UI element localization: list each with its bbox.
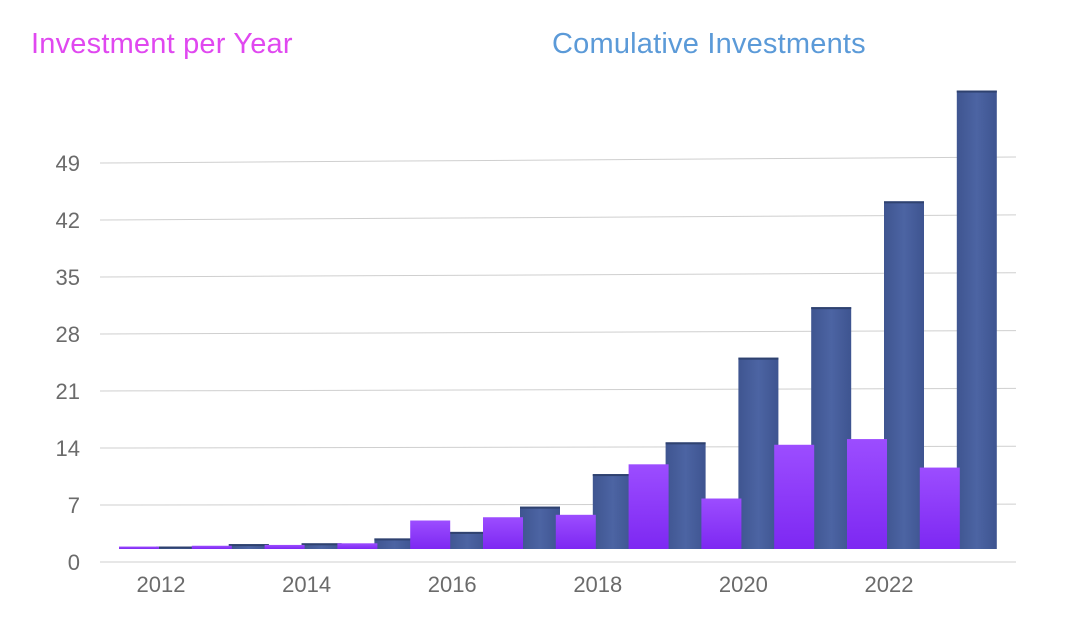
- x-tick-label-2016: 2016: [428, 572, 477, 597]
- gridline-21: [99, 387, 1017, 392]
- bar-cumulative-top-2012: [156, 546, 196, 549]
- y-axis-ticks: 0 7 14 21 28 35 42 49: [56, 151, 80, 575]
- bar-cumulative-top-2014: [301, 543, 342, 546]
- bar-cumulative-2017: [520, 506, 560, 549]
- bar-cumulative-top-2013: [228, 544, 269, 547]
- bar-cumulative-2021: [811, 307, 852, 549]
- bar-yearly-2014: [264, 544, 305, 549]
- y-tick-label-35: 35: [56, 265, 80, 290]
- gridline-28: [99, 330, 1017, 335]
- gridline-49: [99, 156, 1017, 164]
- y-tick-label-7: 7: [68, 493, 80, 518]
- bar-cumulative-2022: [884, 201, 924, 550]
- x-tick-label-2018: 2018: [573, 572, 622, 597]
- bar-yearly-2015: [337, 543, 378, 549]
- x-axis-ticks: 2012 2014 2016 2018 2020 2022: [137, 572, 914, 597]
- bar-cumulative-top-2023: [956, 90, 997, 93]
- legend-investment-per-year: Investment per Year: [31, 28, 293, 60]
- x-tick-label-2014: 2014: [282, 572, 331, 597]
- bar-cumulative-top-2019: [665, 442, 706, 445]
- gridline-42: [99, 214, 1017, 221]
- bar-cumulative-2013: [228, 544, 269, 549]
- bar-cumulative-top-2016: [447, 531, 488, 534]
- bar-cumulative-top-2021: [811, 307, 852, 310]
- y-tick-label-28: 28: [56, 322, 80, 347]
- bar-cumulative-2015: [374, 538, 415, 549]
- x-tick-label-2020: 2020: [719, 572, 768, 597]
- bar-yearly-2013: [191, 545, 232, 549]
- bar-cumulative-2014: [301, 543, 342, 549]
- bar-yearly-2022: [847, 439, 887, 549]
- bar-cumulative-top-2020: [738, 357, 779, 360]
- y-tick-label-21: 21: [56, 379, 80, 404]
- y-tick-label-42: 42: [56, 208, 80, 233]
- bar-yearly-2017: [483, 517, 523, 549]
- bar-yearly-2021: [774, 444, 815, 549]
- bar-cumulative-2023: [956, 90, 997, 550]
- gridlines: [99, 156, 1017, 563]
- bar-yearly-2023: [919, 467, 960, 549]
- bar-cumulative-2018: [592, 474, 633, 549]
- x-tick-label-2012: 2012: [137, 572, 186, 597]
- bar-cumulative-top-2015: [374, 538, 415, 541]
- bar-yearly-2020: [701, 498, 742, 549]
- bar-cumulative-2016: [447, 531, 488, 549]
- x-tick-label-2022: 2022: [865, 572, 914, 597]
- bar-yearly-2019: [628, 464, 669, 549]
- y-tick-label-49: 49: [56, 151, 80, 176]
- bars: [119, 90, 997, 550]
- y-tick-label-0: 0: [68, 550, 80, 575]
- bar-cumulative-2019: [665, 442, 706, 549]
- legend-cumulative-investments: Comulative Investments: [552, 28, 866, 60]
- bar-cumulative-top-2022: [884, 201, 924, 204]
- bar-yearly-2012: [119, 546, 159, 549]
- bar-yearly-2018: [555, 514, 596, 549]
- bar-yearly-2016: [410, 520, 451, 549]
- bar-cumulative-top-2017: [520, 506, 560, 509]
- bar-cumulative-2020: [738, 357, 779, 549]
- gridline-35: [99, 272, 1017, 278]
- bar-cumulative-top-2018: [592, 474, 633, 477]
- y-tick-label-14: 14: [56, 436, 80, 461]
